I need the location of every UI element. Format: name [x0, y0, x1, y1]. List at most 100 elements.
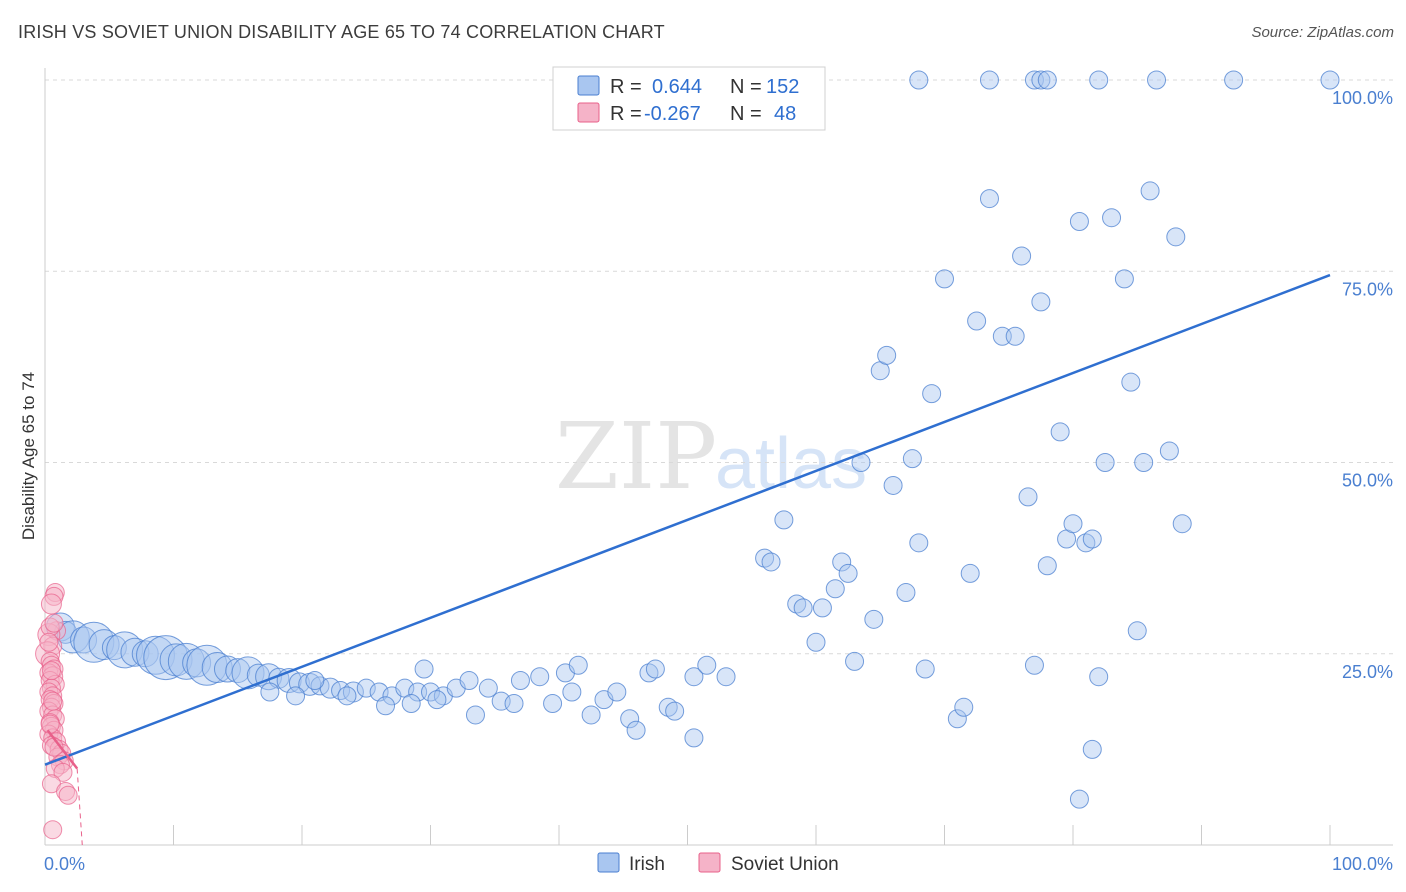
- legend-swatch-soviet: [577, 102, 600, 123]
- irish-point: [356, 678, 376, 698]
- soviet-point: [53, 762, 73, 782]
- irish-point: [225, 658, 251, 684]
- axes: [44, 68, 1393, 846]
- legend-r-label-irish: R =: [610, 76, 642, 98]
- irish-point: [1114, 269, 1134, 289]
- irish-point: [478, 678, 498, 698]
- irish-point: [620, 709, 640, 729]
- irish-point: [1063, 514, 1083, 534]
- irish-point: [1159, 441, 1179, 461]
- irish-point: [1069, 212, 1089, 232]
- irish-point: [260, 682, 280, 702]
- irish-point: [915, 659, 935, 679]
- irish-point: [1140, 181, 1160, 201]
- grid: [45, 79, 1393, 655]
- irish-point: [864, 609, 884, 629]
- irish-point: [70, 626, 98, 654]
- irish-point: [201, 652, 233, 684]
- irish-point: [414, 659, 434, 679]
- irish-point: [167, 642, 205, 680]
- irish-point: [286, 686, 306, 706]
- irish-point: [774, 510, 794, 530]
- irish-point: [665, 701, 685, 721]
- soviet-point: [58, 785, 78, 805]
- bottom-legend-soviet: Soviet Union: [731, 854, 839, 875]
- irish-point: [838, 563, 858, 583]
- soviet-point: [41, 661, 61, 681]
- irish-point: [1089, 667, 1109, 687]
- irish-point: [136, 635, 176, 675]
- irish-point: [1031, 292, 1051, 312]
- x-tick-label-min: 0.0%: [44, 854, 85, 874]
- y-tick-labels: 25.0% 50.0% 75.0% 100.0%: [1332, 88, 1393, 682]
- irish-point: [510, 671, 530, 691]
- irish-point: [310, 676, 330, 696]
- irish-point: [562, 682, 582, 702]
- irish-point: [1147, 70, 1167, 90]
- soviet-point: [43, 691, 63, 711]
- y-tick-label: 100.0%: [1332, 88, 1393, 108]
- irish-point: [1012, 246, 1032, 266]
- irish-point: [1082, 529, 1102, 549]
- soviet-point: [40, 593, 62, 615]
- irish-point: [1102, 208, 1122, 228]
- irish-point: [902, 449, 922, 469]
- irish-point: [1166, 227, 1186, 247]
- soviet-point: [39, 632, 59, 652]
- irish-point: [1320, 70, 1340, 90]
- irish-point: [1089, 70, 1109, 90]
- irish-point: [1024, 655, 1044, 675]
- irish-point: [1037, 556, 1057, 576]
- irish-point: [877, 345, 897, 365]
- legend-n-value-irish: 152: [766, 76, 799, 98]
- irish-point: [1050, 422, 1070, 442]
- irish-point: [684, 667, 704, 687]
- irish-trend-line: [44, 273, 1331, 766]
- bottom-legend-swatch-irish: [597, 852, 620, 873]
- irish-point: [909, 533, 929, 553]
- irish-point: [761, 552, 781, 572]
- soviet-trend-line: [46, 729, 79, 770]
- irish-point: [922, 384, 942, 404]
- irish-points: [45, 70, 1340, 809]
- soviet-point: [44, 613, 64, 633]
- y-tick-label: 75.0%: [1342, 279, 1393, 299]
- legend-r-label-soviet: R =: [610, 103, 642, 125]
- watermark-zip: ZIP: [555, 403, 717, 510]
- chart-title: IRISH VS SOVIET UNION DISABILITY AGE 65 …: [18, 22, 665, 42]
- irish-point: [954, 697, 974, 717]
- irish-point: [465, 705, 485, 725]
- irish-point: [421, 682, 440, 702]
- irish-point: [845, 651, 865, 671]
- irish-point: [568, 655, 588, 675]
- legend-r-value-soviet: -0.267: [644, 103, 701, 125]
- irish-point: [376, 696, 396, 716]
- irish-point: [530, 667, 550, 687]
- irish-point: [1005, 326, 1025, 346]
- irish-point: [626, 720, 646, 740]
- irish-point: [305, 671, 325, 691]
- irish-point: [1134, 453, 1154, 472]
- irish-point: [1224, 70, 1244, 90]
- irish-point: [459, 671, 479, 691]
- bottom-legend-irish: Irish: [629, 854, 665, 875]
- irish-point: [947, 709, 967, 729]
- bottom-legend-swatch-soviet: [698, 852, 721, 873]
- y-axis-title: Disability Age 65 to 74: [19, 372, 38, 540]
- watermark: ZIP atlas: [555, 403, 867, 510]
- trend-lines: [44, 273, 1331, 846]
- x-tick-label-max: 100.0%: [1332, 854, 1393, 874]
- irish-point: [909, 70, 929, 90]
- irish-point: [883, 475, 903, 495]
- bottom-legend: Irish Soviet Union: [597, 852, 839, 875]
- irish-point: [935, 269, 954, 289]
- legend-swatch-irish: [577, 75, 600, 96]
- legend-n-label-soviet: N =: [730, 103, 762, 125]
- irish-point: [825, 579, 845, 599]
- irish-point: [504, 693, 524, 713]
- irish-point: [288, 672, 310, 694]
- irish-point: [960, 563, 980, 583]
- irish-point: [337, 686, 357, 706]
- irish-point: [1018, 487, 1038, 507]
